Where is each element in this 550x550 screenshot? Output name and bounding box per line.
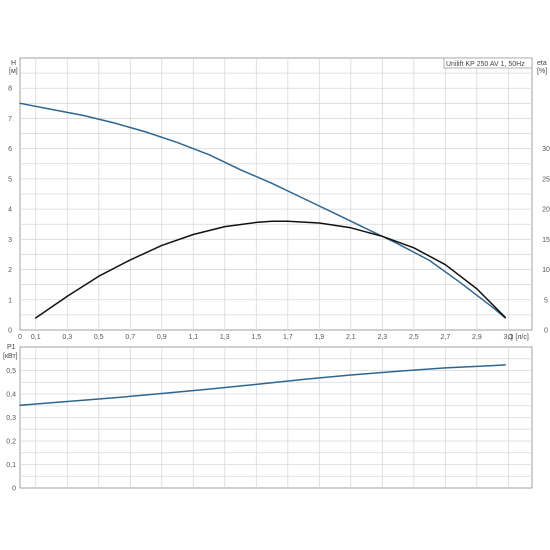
x-tick-label: 2,7 (440, 334, 450, 341)
y-tick-label: 2 (8, 267, 12, 274)
y-axis-ticks: 0 1 2 3 4 5 6 7 8 (8, 86, 12, 335)
y2-tick-label: 30 (542, 146, 550, 153)
y2-tick-label: 10 (542, 267, 550, 274)
power-y-tick-label: 0,5 (6, 368, 16, 375)
y-tick-label: 7 (8, 116, 12, 123)
y-tick-label: 4 (8, 207, 12, 214)
x-tick-label: 2,1 (346, 334, 356, 341)
efficiency-curve (35, 220, 506, 319)
chart-title: Unilift KP 250 AV 1, 50Hz (446, 61, 525, 68)
x-tick-label: 1,9 (314, 334, 324, 341)
power-y-tick-label: 0,4 (6, 392, 16, 399)
x-axis-ticks: 0 0,1 0,3 0,5 0,7 0,9 1,1 1,3 1,5 1,7 1,9 2,1 2,3 2,5… (18, 334, 513, 341)
x-tick-label: 1,5 (251, 334, 261, 341)
power-y-axis-label-unit: [кВт] (3, 353, 18, 360)
x-tick-label: 0,5 (94, 334, 104, 341)
x-tick-label: 0,9 (157, 334, 167, 341)
power-y-tick-label: 0,1 (6, 462, 16, 469)
chart-title-box (443, 57, 533, 69)
power-chart-series (19, 364, 506, 407)
power-curve (19, 364, 506, 407)
head-efficiency-chart: 0 0,1 0,3 0,5 0,7 0,9 1,1 1,3 1,5 1,7 1,9 2,1 2,3 2,5… (8, 57, 550, 341)
head-chart-series (19, 102, 506, 319)
y2-axis-ticks: 0 5 10 15 20 25 30 (542, 146, 550, 334)
y-axis-label-name: H (11, 60, 16, 67)
y2-tick-label: 25 (542, 176, 550, 183)
x-tick-label: 0,1 (31, 334, 41, 341)
x-tick-label: 2,5 (409, 334, 419, 341)
y2-tick-label: 0 (544, 328, 548, 335)
power-chart-grid (20, 347, 532, 488)
head-chart-grid (20, 58, 532, 330)
y2-tick-label: 20 (542, 207, 550, 214)
x-tick-label: 2,9 (472, 334, 482, 341)
power-y-axis-ticks: 0 0,1 0,2 0,3 0,4 0,5 (6, 368, 16, 493)
x-tick-label: 1,7 (283, 334, 293, 341)
x-tick-label: 0 (18, 334, 22, 341)
head-curve (19, 102, 506, 319)
x-tick-label: 1,1 (188, 334, 198, 341)
y-tick-label: 0 (8, 328, 12, 335)
y2-tick-label: 15 (542, 237, 550, 244)
x-tick-label: 0,7 (125, 334, 135, 341)
x-tick-label: 0,3 (62, 334, 72, 341)
x-tick-label: 3,1 (504, 334, 514, 341)
y-tick-label: 6 (8, 146, 12, 153)
x-tick-label: 1,3 (220, 334, 230, 341)
y-tick-label: 8 (8, 86, 12, 93)
y-tick-label: 5 (8, 176, 12, 183)
y-axis-label-unit: [м] (9, 68, 18, 75)
y2-axis-label-name: eta (537, 60, 547, 67)
x-axis-label: Q [л/с] (508, 334, 529, 341)
power-y-tick-label: 0,3 (6, 415, 16, 422)
y2-tick-label: 5 (544, 297, 548, 304)
y-tick-label: 1 (8, 297, 12, 304)
power-y-tick-label: 0 (12, 486, 16, 493)
power-chart: 0 0,1 0,2 0,3 0,4 0,5 P1 [кВт] (3, 344, 533, 493)
y2-axis-label-unit: [%] (537, 68, 547, 75)
x-tick-label: 2,3 (377, 334, 387, 341)
y-tick-label: 3 (8, 237, 12, 244)
power-y-axis-label-name: P1 (7, 344, 16, 351)
power-y-tick-label: 0,2 (6, 439, 16, 446)
